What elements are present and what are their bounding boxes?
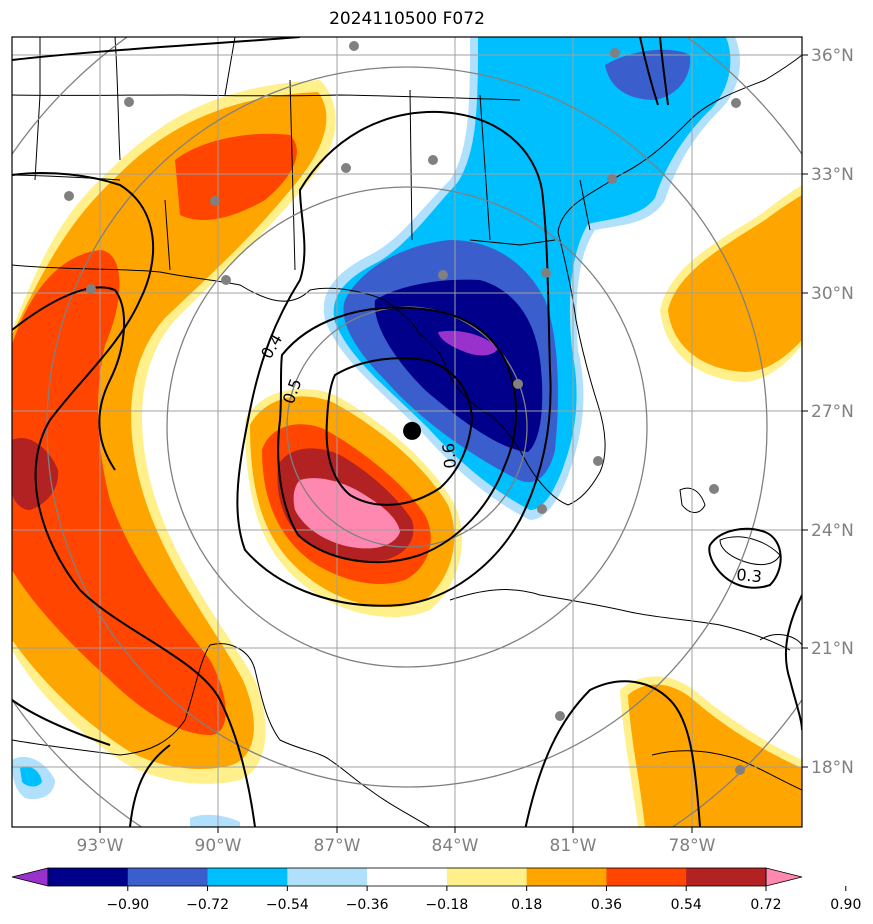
contour-label-0-3: 0.3 [736, 565, 763, 586]
station-markers [64, 41, 745, 775]
lat-label: 18°N [811, 758, 854, 778]
contour-label-0-6: 0.6 [439, 442, 460, 469]
station-dot [341, 163, 351, 173]
colorbar-segment [367, 868, 448, 886]
station-dot [86, 284, 96, 294]
station-dot [124, 97, 134, 107]
colorbar-extend-min [11, 867, 49, 887]
station-dot [438, 270, 448, 280]
colorbar-label: 0.36 [591, 897, 622, 913]
lat-label: 21°N [811, 639, 854, 659]
map-title: 2024110500 F072 [329, 9, 485, 29]
colorbar-segment [207, 868, 288, 886]
central-positive-blob [245, 388, 462, 618]
colorbar-label: 0.54 [671, 897, 702, 913]
station-dot [541, 268, 551, 278]
station-dot [428, 155, 438, 165]
station-dot [221, 275, 231, 285]
colorbar-label: 0.72 [750, 897, 781, 913]
colorbar-segment [127, 868, 209, 886]
lon-label: 81°W [550, 836, 597, 856]
station-dot [537, 504, 547, 514]
station-dot [513, 379, 523, 389]
lon-label: 78°W [669, 836, 716, 856]
southeast-positive-blob [620, 676, 802, 827]
colorbar-segment [48, 868, 129, 886]
lat-label: 27°N [811, 402, 854, 422]
lon-label: 93°W [77, 836, 124, 856]
colorbar-segment [686, 868, 767, 886]
station-dot [210, 196, 220, 206]
station-dot [610, 48, 620, 58]
contour-lines [12, 37, 802, 827]
longitude-labels: 93°W 90°W 87°W 84°W 81°W 78°W [77, 836, 716, 856]
station-dot [593, 456, 603, 466]
colorbar-segment [446, 868, 528, 886]
lat-label: 30°N [811, 284, 854, 304]
lon-label: 87°W [314, 836, 361, 856]
colorbar-label: −0.18 [425, 897, 468, 913]
east-positive-blob [660, 185, 802, 382]
station-dot [349, 41, 359, 51]
colorbar-label: −0.54 [266, 897, 309, 913]
lon-label: 90°W [195, 836, 242, 856]
station-dot [64, 191, 74, 201]
map-frame [11, 36, 803, 828]
station-dot [735, 765, 745, 775]
station-dot [731, 98, 741, 108]
axis-ticks [99, 54, 808, 833]
colorbar-extend-max [765, 867, 803, 887]
latitude-labels: 36°N 33°N 30°N 27°N 24°N 21°N 18°N [811, 46, 854, 778]
colorbar-label: −0.36 [346, 897, 389, 913]
northeast-negative-band [323, 37, 740, 520]
colorbar-border [47, 867, 767, 887]
station-dot [555, 711, 565, 721]
lon-label: 84°W [432, 836, 479, 856]
storm-center-marker [403, 421, 422, 440]
colorbar-label: −0.90 [106, 897, 149, 913]
colorbar-label: 0.18 [511, 897, 542, 913]
lat-label: 33°N [811, 165, 854, 185]
lat-label: 36°N [811, 46, 854, 66]
colorbar: −0.90 −0.72 −0.54 −0.36 −0.18 0.18 0.36 0.54 0.7… [11, 867, 861, 913]
station-dot [607, 174, 617, 184]
lat-label: 24°N [811, 521, 854, 541]
colorbar-segment [287, 868, 368, 886]
colorbar-label: 0.90 [830, 897, 861, 913]
colorbar-label: −0.72 [186, 897, 229, 913]
station-dot [709, 484, 719, 494]
colorbar-segment [606, 868, 687, 886]
colorbar-segment [526, 868, 607, 886]
